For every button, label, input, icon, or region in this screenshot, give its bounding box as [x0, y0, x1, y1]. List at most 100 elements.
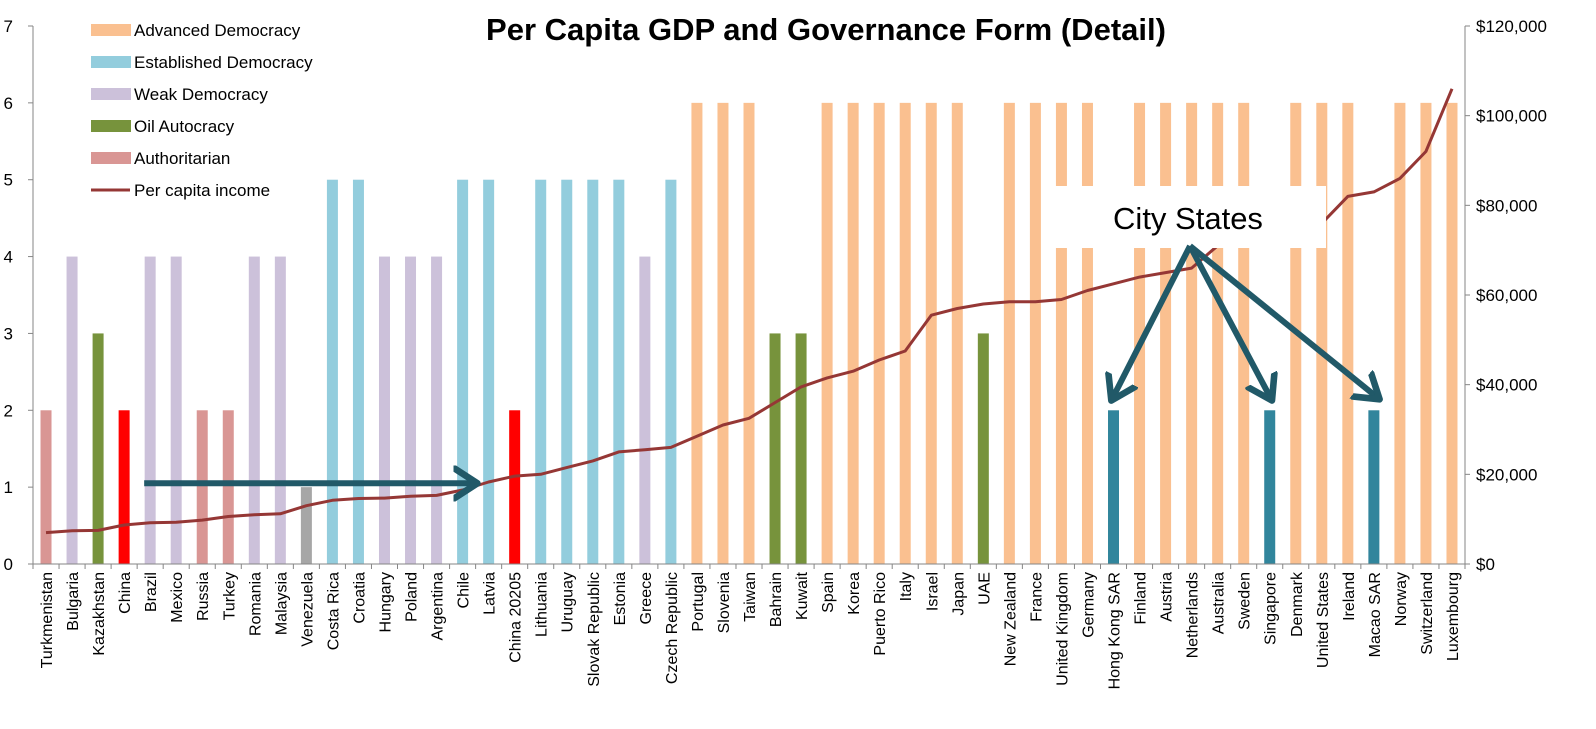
x-label-ireland: Ireland	[1341, 572, 1358, 621]
x-label-korea: Korea	[846, 572, 863, 615]
x-label-new-zealand: New Zealand	[1002, 572, 1019, 666]
right-tick-label: $40,000	[1476, 376, 1537, 395]
left-tick-label: 1	[4, 478, 13, 497]
legend-swatch-weak-democracy	[91, 88, 131, 100]
annotations: City States	[144, 186, 1376, 483]
bar-estonia	[613, 179, 625, 564]
x-label-chile: Chile	[456, 572, 473, 609]
bar-united-kingdom	[1055, 102, 1067, 564]
x-label-norway: Norway	[1393, 572, 1410, 626]
x-label-turkey: Turkey	[221, 572, 238, 620]
x-label-macao-sar: Macao SAR	[1367, 572, 1384, 657]
x-label-united-kingdom: United Kingdom	[1054, 572, 1071, 686]
bar-puerto-rico	[873, 102, 885, 564]
x-label-croatia: Croatia	[351, 572, 368, 624]
x-label-puerto-rico: Puerto Rico	[872, 572, 889, 656]
x-label-japan: Japan	[950, 572, 967, 616]
x-label-lithuania: Lithuania	[534, 572, 551, 637]
bar-austria	[1160, 102, 1172, 564]
x-tick-labels: Turkmenistan Bulgaria Kazakhstan China Brazi…	[39, 571, 1462, 689]
legend-label-oil-autocracy: Oil Autocracy	[134, 117, 235, 136]
bar-france	[1029, 102, 1041, 564]
x-label-hong-kong-sar: Hong Kong SAR	[1107, 572, 1124, 689]
x-label-malaysia: Malaysia	[273, 572, 290, 635]
x-label-germany: Germany	[1080, 572, 1097, 638]
bar-spain	[821, 102, 833, 564]
legend-swatch-oil-autocracy	[91, 120, 131, 132]
bar-bulgaria	[66, 256, 78, 564]
legend-swatch-advanced-democracy	[91, 24, 131, 36]
right-tick-label: $100,000	[1476, 107, 1547, 126]
x-label-china-20205: China 20205	[508, 572, 525, 663]
bar-italy	[899, 102, 911, 564]
arrow-to-macao-sar	[1188, 243, 1376, 396]
x-label-finland: Finland	[1133, 572, 1150, 624]
bar-uruguay	[561, 179, 573, 564]
x-label-mexico: Mexico	[169, 572, 186, 623]
x-label-czech-republic: Czech Republic	[664, 572, 681, 684]
bar-poland	[405, 256, 417, 564]
bar-argentina	[431, 256, 443, 564]
left-tick-label: 5	[4, 171, 13, 190]
x-label-sweden: Sweden	[1237, 572, 1254, 630]
x-label-romania: Romania	[247, 572, 264, 636]
legend-swatch-established-democracy	[91, 56, 131, 68]
x-label-uae: UAE	[976, 572, 993, 605]
x-label-china: China	[117, 572, 134, 614]
bar-czech-republic	[665, 179, 677, 564]
x-label-greece: Greece	[638, 572, 655, 625]
x-label-venezuela: Venezuela	[299, 572, 316, 647]
left-tick-label: 0	[4, 555, 13, 574]
bar-finland	[1134, 102, 1146, 564]
x-label-france: France	[1028, 572, 1045, 622]
right-tick-label: $120,000	[1476, 17, 1547, 36]
bar-korea	[847, 102, 859, 564]
left-tick-label: 4	[4, 248, 13, 267]
x-label-estonia: Estonia	[612, 572, 629, 625]
bar-slovenia	[717, 102, 729, 564]
bar-israel	[925, 102, 937, 564]
left-tick-label: 6	[4, 94, 13, 113]
x-label-argentina: Argentina	[430, 572, 447, 641]
left-tick-label: 7	[4, 17, 13, 36]
legend-label-per-capita-income: Per capita income	[134, 181, 270, 200]
bar-turkmenistan	[40, 410, 52, 564]
x-label-denmark: Denmark	[1289, 571, 1306, 637]
city-states-box	[1050, 186, 1326, 248]
x-label-portugal: Portugal	[690, 572, 707, 632]
bar-latvia	[483, 179, 495, 564]
bar-mexico	[170, 256, 182, 564]
x-label-costa-rica: Costa Rica	[325, 572, 342, 650]
legend-swatch-authoritarian	[91, 152, 131, 164]
bar-uae	[977, 333, 989, 564]
x-label-austria: Austria	[1159, 572, 1176, 622]
city-states-label: City States	[1113, 201, 1263, 236]
bar-united-states	[1316, 102, 1328, 564]
right-tick-label: $80,000	[1476, 196, 1537, 215]
x-label-taiwan: Taiwan	[742, 572, 759, 622]
x-label-united-states: United States	[1315, 572, 1332, 668]
x-label-latvia: Latvia	[482, 572, 499, 615]
x-label-slovak-republic: Slovak Republic	[586, 572, 603, 687]
bar-china-20205	[509, 410, 521, 564]
right-tick-label: $20,000	[1476, 465, 1537, 484]
x-label-switzerland: Switzerland	[1419, 572, 1436, 655]
chart-title: Per Capita GDP and Governance Form (Deta…	[486, 12, 1166, 47]
bar-malaysia	[274, 256, 286, 564]
bar-australia	[1212, 102, 1224, 564]
x-label-bulgaria: Bulgaria	[65, 572, 82, 631]
right-tick-label: $0	[1476, 555, 1495, 574]
x-label-singapore: Singapore	[1263, 572, 1280, 645]
bar-portugal	[691, 102, 703, 564]
arrow-to-singapore	[1187, 244, 1270, 396]
x-label-bahrain: Bahrain	[768, 572, 785, 627]
bar-brazil	[144, 256, 156, 564]
x-label-turkmenistan: Turkmenistan	[39, 572, 56, 668]
bar-germany	[1081, 102, 1093, 564]
x-label-slovenia: Slovenia	[716, 572, 733, 633]
bar-chile	[457, 179, 469, 564]
bar-kuwait	[795, 333, 807, 564]
x-label-kazakhstan: Kazakhstan	[91, 572, 108, 656]
x-label-kuwait: Kuwait	[794, 571, 811, 620]
bar-singapore	[1264, 410, 1276, 564]
